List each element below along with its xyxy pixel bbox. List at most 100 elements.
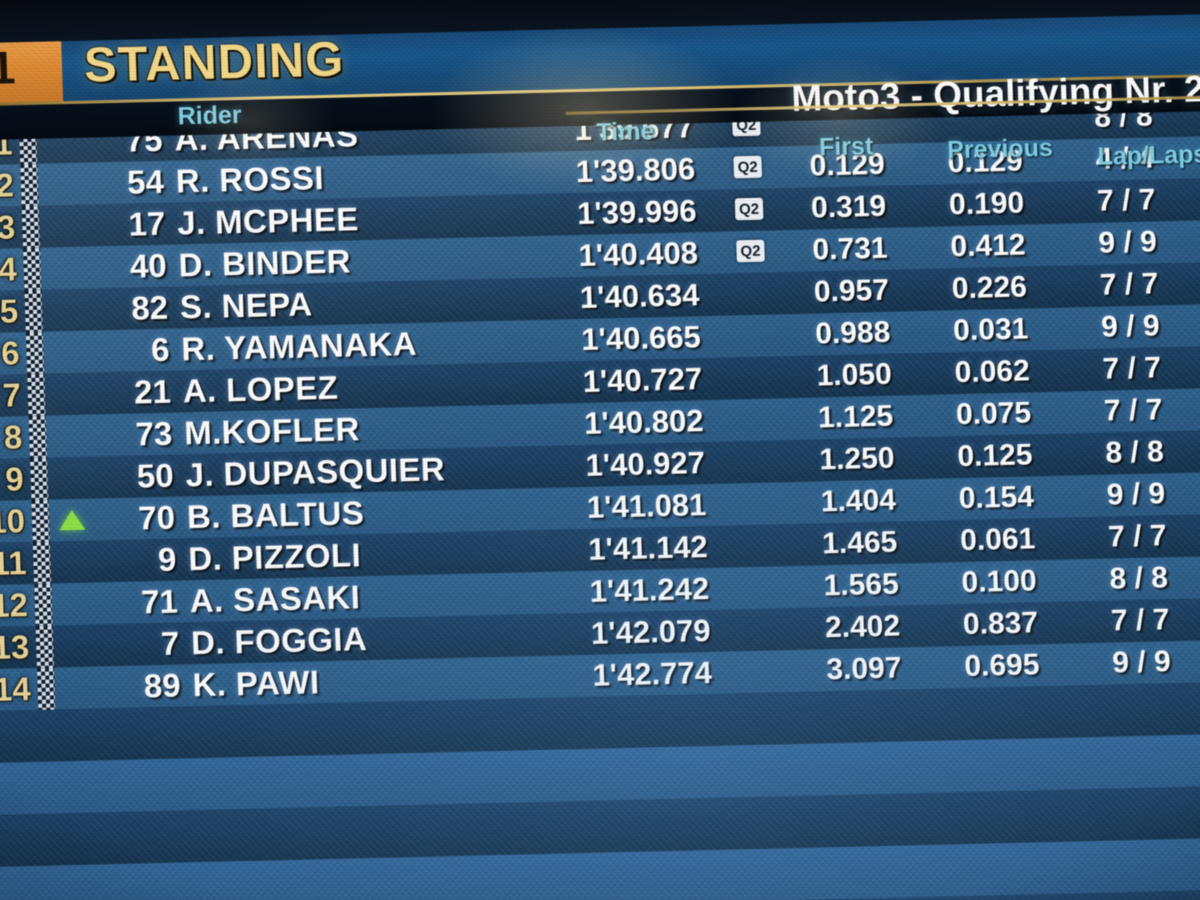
- rider-number: 54: [126, 162, 165, 201]
- rider-number: 82: [130, 288, 169, 327]
- gap-to-previous: 0.226: [951, 270, 1028, 306]
- lap-time: 1'40.408: [577, 235, 699, 274]
- gap-to-first: 1.050: [816, 357, 893, 393]
- lap-count: 7 / 7: [1102, 351, 1162, 386]
- lap-time: 1'40.727: [582, 361, 703, 399]
- gap-to-previous: 0.190: [948, 186, 1025, 222]
- checkered-flag-icon: [28, 415, 47, 459]
- rider-name: D. FOGGIA: [190, 620, 368, 662]
- column-header-first: First: [818, 132, 874, 162]
- checkered-flag-strip: [34, 667, 57, 710]
- row-trend-indicator: [59, 625, 94, 668]
- rider-number: 70: [137, 498, 176, 537]
- lap-count: 7 / 7: [1110, 603, 1170, 638]
- checkered-flag-strip: [24, 373, 47, 417]
- row-trend-indicator: [47, 289, 82, 332]
- gap-to-first: 0.988: [814, 315, 891, 351]
- rider-number: 89: [143, 666, 182, 705]
- gap-to-previous: 0.062: [954, 354, 1031, 390]
- column-header-rider: Rider: [177, 100, 243, 131]
- session-number: 1: [0, 41, 18, 94]
- gap-to-first: 0.731: [811, 231, 889, 267]
- rider-number: 9: [157, 540, 178, 578]
- checkered-flag-strip: [19, 205, 42, 249]
- checkered-flag-strip: [31, 583, 54, 626]
- standings-table: 1 75 A. ARENAS 1'39.677 8 / 8 Q2 2 54 R. ROSSI 1'…: [0, 92, 1200, 900]
- checkered-flag-icon: [29, 457, 48, 500]
- row-trend-indicator: [54, 499, 89, 542]
- column-header-previous: Previous: [946, 133, 1054, 165]
- gap-to-previous: 0.061: [959, 522, 1036, 558]
- gap-to-first: 1.404: [820, 483, 897, 519]
- lap-count: 8 / 8: [1104, 435, 1165, 470]
- gap-to-first: 1.465: [821, 525, 898, 561]
- gap-to-first: 0.319: [810, 189, 887, 225]
- checkered-flag-icon: [26, 373, 46, 417]
- checkered-flag-icon: [22, 247, 41, 291]
- lap-count: 7 / 7: [1107, 519, 1168, 554]
- rider-number: 71: [140, 582, 179, 621]
- checkered-flag-icon: [19, 163, 39, 207]
- q2-qualified-badge: Q2: [734, 197, 764, 221]
- row-position: 5: [0, 292, 19, 330]
- rider-name: J. MCPHEE: [176, 200, 360, 242]
- row-position: 12: [0, 586, 29, 624]
- rider-number: 6: [150, 330, 171, 369]
- rider-name: D. BINDER: [178, 242, 352, 284]
- gap-to-first: 1.250: [818, 441, 896, 477]
- lap-time: 1'40.802: [583, 403, 705, 441]
- checkered-flag-icon: [32, 541, 51, 584]
- checkered-flag-icon: [21, 205, 40, 249]
- rider-name: A. LOPEZ: [182, 368, 339, 410]
- row-position: 6: [0, 334, 21, 372]
- row-trend-indicator: [46, 247, 81, 290]
- gap-to-previous: 0.075: [955, 396, 1032, 432]
- row-position: 10: [0, 502, 26, 540]
- row-position: 7: [1, 376, 22, 414]
- checkered-flag-icon: [36, 667, 55, 710]
- row-trend-indicator: [49, 331, 84, 374]
- checkered-flag-strip: [26, 415, 49, 459]
- rider-name: S. NEPA: [179, 285, 314, 326]
- row-position: 14: [0, 670, 32, 708]
- row-position: 8: [3, 418, 23, 456]
- lap-count: 7 / 7: [1096, 183, 1156, 218]
- row-position: 11: [0, 544, 28, 582]
- lap-count: 9 / 9: [1100, 309, 1161, 344]
- checkered-flag-icon: [35, 625, 54, 668]
- checkered-flag-strip: [17, 163, 40, 207]
- gap-to-previous: 0.031: [952, 312, 1029, 348]
- checkered-flag-strip: [33, 625, 56, 668]
- row-trend-indicator: [57, 583, 92, 626]
- rider-name: R. YAMANAKA: [180, 324, 418, 368]
- checkered-flag-strip: [30, 541, 53, 584]
- column-header-laps: Lap/Laps: [1097, 140, 1200, 171]
- gap-to-first: 1.565: [823, 567, 900, 603]
- row-position: 13: [0, 628, 30, 666]
- row-trend-indicator: [52, 415, 87, 458]
- row-position: 9: [4, 460, 25, 498]
- row-trend-indicator: [60, 667, 95, 710]
- checkered-flag-icon: [30, 499, 50, 542]
- arrow-up-icon: [58, 509, 86, 531]
- gap-to-previous: 0.837: [962, 606, 1039, 642]
- checkered-flag-icon: [23, 289, 43, 333]
- lap-time: 1'39.996: [576, 193, 698, 232]
- rider-number: 40: [129, 246, 168, 285]
- lap-time: 1'39.806: [575, 151, 696, 190]
- gap-to-first: 3.097: [825, 651, 903, 687]
- rider-number: 50: [136, 456, 175, 495]
- gap-to-previous: 0.100: [961, 564, 1038, 600]
- rider-name: J. DUPASQUIER: [184, 450, 446, 494]
- checkered-flag-strip: [23, 331, 46, 375]
- rider-name: M.KOFLER: [183, 410, 361, 452]
- row-position: 3: [0, 208, 16, 246]
- rider-name: B. BALTUS: [186, 494, 365, 536]
- lap-time: 1'41.142: [587, 529, 709, 567]
- row-position: 2: [0, 166, 15, 204]
- rider-number: 21: [133, 372, 172, 411]
- row-trend-indicator: [50, 373, 85, 416]
- rider-number: 73: [134, 414, 173, 453]
